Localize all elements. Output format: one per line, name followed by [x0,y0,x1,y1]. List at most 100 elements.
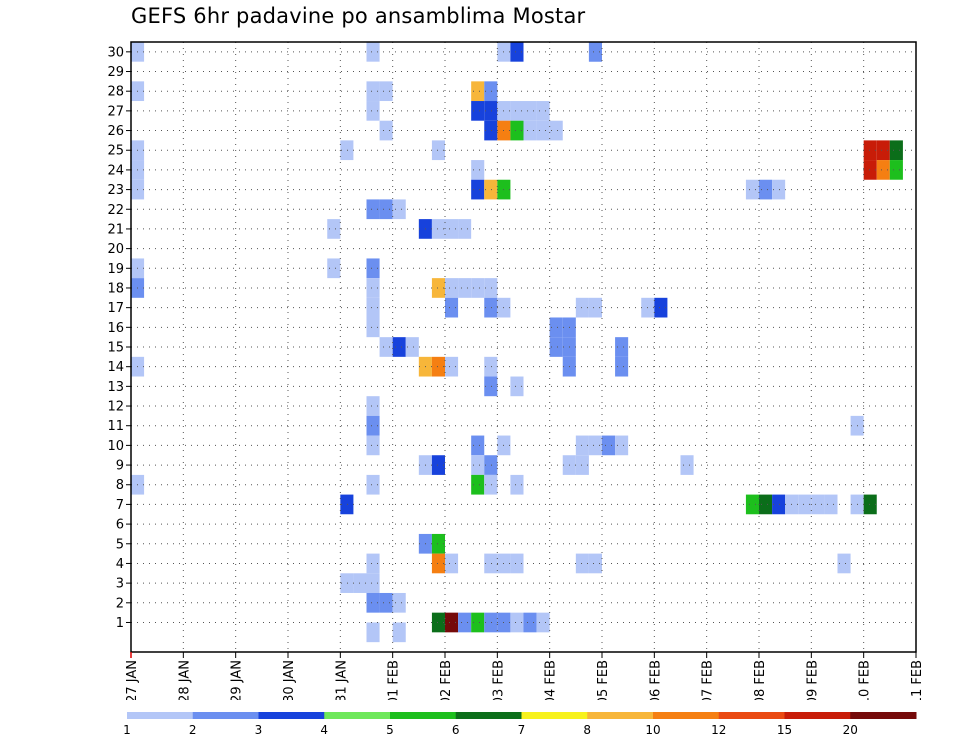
data-cell [366,553,380,574]
legend-label: 12 [711,723,726,737]
data-cell [484,120,498,141]
data-cell [458,612,472,633]
x-tick-label: 30 JAN [282,660,297,700]
data-cell [366,199,380,220]
data-cell [837,553,851,574]
data-cell [366,278,380,298]
x-tick-label: 08 FEB [753,660,768,700]
data-cell [680,455,694,475]
legend-label: 20 [843,723,858,737]
legend-swatch [455,712,522,719]
legend-label: 10 [645,723,660,737]
data-cell [392,592,406,613]
data-cell [392,199,406,220]
data-cell [431,612,445,633]
data-cell [445,553,459,574]
data-cell [536,120,550,141]
data-cell [366,415,380,436]
data-cell [379,120,393,141]
data-cell [471,455,485,475]
data-cell [445,612,459,633]
y-tick-label: 26 [107,124,124,139]
legend-swatch [390,712,457,719]
data-cell [549,120,563,141]
data-cell [471,179,485,200]
data-cell [510,553,524,574]
y-tick-label: 28 [107,85,124,100]
data-cell [772,179,786,200]
data-cell [863,494,877,515]
data-cell [575,297,589,318]
y-tick-label: 12 [107,400,124,415]
data-cell [471,101,485,121]
data-cell [889,140,903,161]
data-cell [484,101,498,121]
x-tick-label: 01 FEB [387,660,402,700]
data-cell [392,337,406,357]
y-tick-label: 13 [107,380,124,395]
x-tick-label: 06 FEB [648,660,663,700]
data-cell [484,179,498,200]
y-tick-label: 27 [107,104,124,119]
data-cell [654,297,668,318]
data-cell [431,533,445,554]
data-cell [602,435,616,456]
y-tick-label: 6 [116,518,124,533]
data-cell [863,140,877,161]
legend-label: 7 [518,723,526,737]
y-tick-label: 8 [116,478,124,493]
data-cell [431,455,445,475]
data-cell [431,278,445,298]
data-cell [366,81,380,102]
data-cell [484,297,498,318]
y-tick-label: 3 [116,577,124,592]
data-cell [745,494,759,515]
x-tick-label: 04 FEB [544,660,559,700]
legend-label: 2 [189,723,197,737]
data-cell [458,278,472,298]
data-cell [366,396,380,416]
data-cell [811,494,825,515]
y-tick-label: 4 [116,557,124,572]
data-cell [575,435,589,456]
y-tick-label: 22 [107,203,124,218]
data-cell [392,622,406,643]
data-cell [340,140,354,161]
x-tick-label: 07 FEB [701,660,716,700]
data-cell [484,81,498,102]
y-tick-label: 5 [116,537,124,552]
data-cell [366,101,380,121]
data-cell [798,494,812,515]
data-cell [484,612,498,633]
legend-label: 5 [386,723,394,737]
data-cell [340,494,354,515]
y-tick-label: 14 [107,360,124,375]
data-cell [431,219,445,239]
x-tick-label: 03 FEB [491,660,506,700]
x-tick-label: 10 FEB [858,660,873,700]
legend-swatch [324,712,391,719]
data-cell [431,140,445,161]
data-cell [549,337,563,357]
data-cell [445,278,459,298]
data-cell [366,317,380,338]
data-cell [536,101,550,121]
data-cell [510,42,524,62]
data-cell [484,553,498,574]
legend-label: 1 [123,723,131,737]
y-tick-label: 7 [116,498,124,513]
data-cell [327,219,341,239]
x-tick-label: 31 JAN [334,660,349,700]
data-cell [484,356,498,377]
data-cell [484,376,498,397]
y-tick-label: 20 [107,242,124,257]
x-tick-label: 02 FEB [439,660,454,700]
data-cell [536,612,550,633]
data-cell [366,297,380,318]
data-cell [510,474,524,495]
data-cell [759,494,773,515]
y-tick-label: 24 [107,163,124,178]
data-cell [876,140,890,161]
legend-label: 8 [583,723,591,737]
y-tick-label: 11 [107,419,124,434]
